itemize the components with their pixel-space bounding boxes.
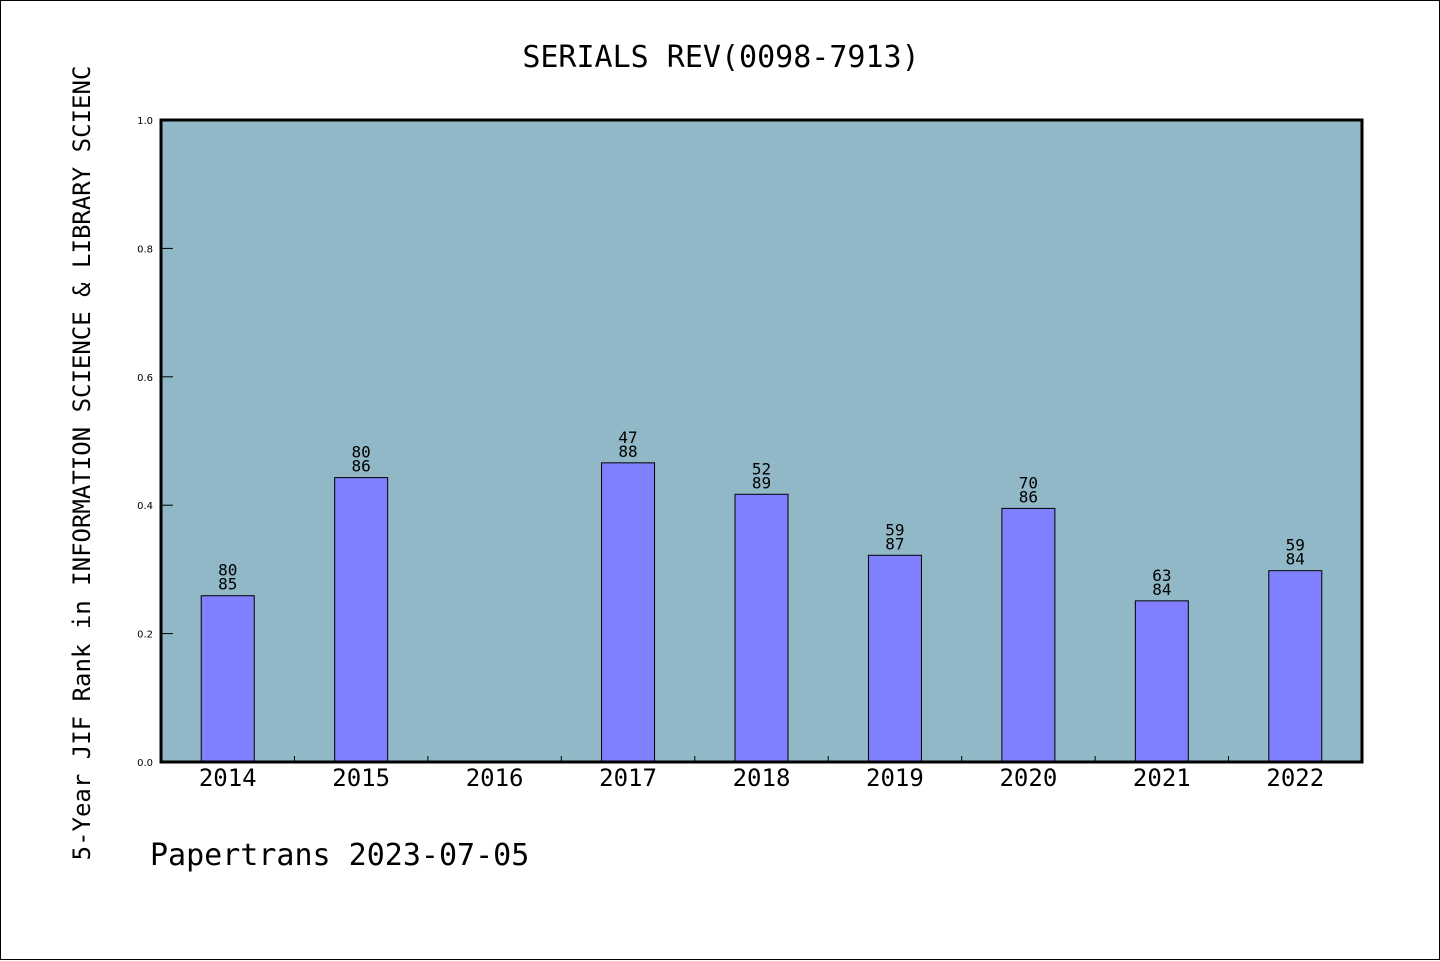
x-tick-label: 2020: [999, 764, 1057, 792]
x-tick-label: 2022: [1266, 764, 1324, 792]
bar-label-rank: 80: [218, 561, 237, 580]
bar-2017: [601, 462, 656, 763]
y-tick-label: 0.8: [137, 244, 153, 255]
bar-2019: [867, 554, 922, 763]
bar-label-rank: 63: [1152, 566, 1171, 585]
bar-2021: [1134, 600, 1189, 763]
bar-label-rank: 52: [752, 459, 771, 478]
y-tick-label: 0.0: [137, 758, 153, 769]
bar-label-rank: 80: [352, 443, 371, 462]
bar-label-rank: 47: [618, 428, 637, 447]
bar-label-rank: 59: [885, 520, 904, 539]
bars-group: [200, 462, 1323, 763]
bar-label-total: 84: [1152, 580, 1171, 599]
y-tick-label: 0.2: [137, 630, 153, 641]
y-axis-label: 5-Year JIF Rank in INFORMATION SCIENCE &…: [68, 66, 96, 861]
x-tick-label: 2014: [199, 764, 257, 792]
x-tick-label: 2015: [332, 764, 390, 792]
plot-border: [159, 118, 1364, 764]
bar-label-total: 89: [752, 473, 771, 492]
bar-label-total: 86: [1019, 487, 1038, 506]
bar-label-rank: 70: [1019, 473, 1038, 492]
y-tick-label: 0.4: [137, 501, 153, 512]
bar-label-total: 88: [618, 442, 637, 461]
bar-2020: [1001, 507, 1056, 763]
bar-2015: [334, 477, 389, 763]
chart-title: SERIALS REV(0098-7913): [522, 40, 919, 75]
bar-2014: [200, 595, 255, 763]
y-tick-label: 0.6: [137, 373, 153, 384]
bar-label-total: 87: [885, 534, 904, 553]
x-tick-label: 2021: [1133, 764, 1191, 792]
bar-label-total: 86: [352, 457, 371, 476]
x-tick-label: 2019: [866, 764, 924, 792]
footer-text: Papertrans 2023-07-05: [150, 838, 529, 873]
bar-2018: [734, 493, 789, 763]
bar-2022: [1268, 570, 1323, 763]
x-tick-label: 2016: [466, 764, 524, 792]
bar-label-total: 85: [218, 575, 237, 594]
x-tick-label: 2017: [599, 764, 657, 792]
bar-label-rank: 59: [1286, 536, 1305, 555]
x-tick-label: 2018: [733, 764, 791, 792]
x-axis-ticks: 2014 2015 2016 2017 2018 2019 2020 2021 2022: [199, 756, 1324, 792]
bar-label-total: 84: [1286, 550, 1305, 569]
y-tick-label: 1.0: [137, 116, 153, 127]
